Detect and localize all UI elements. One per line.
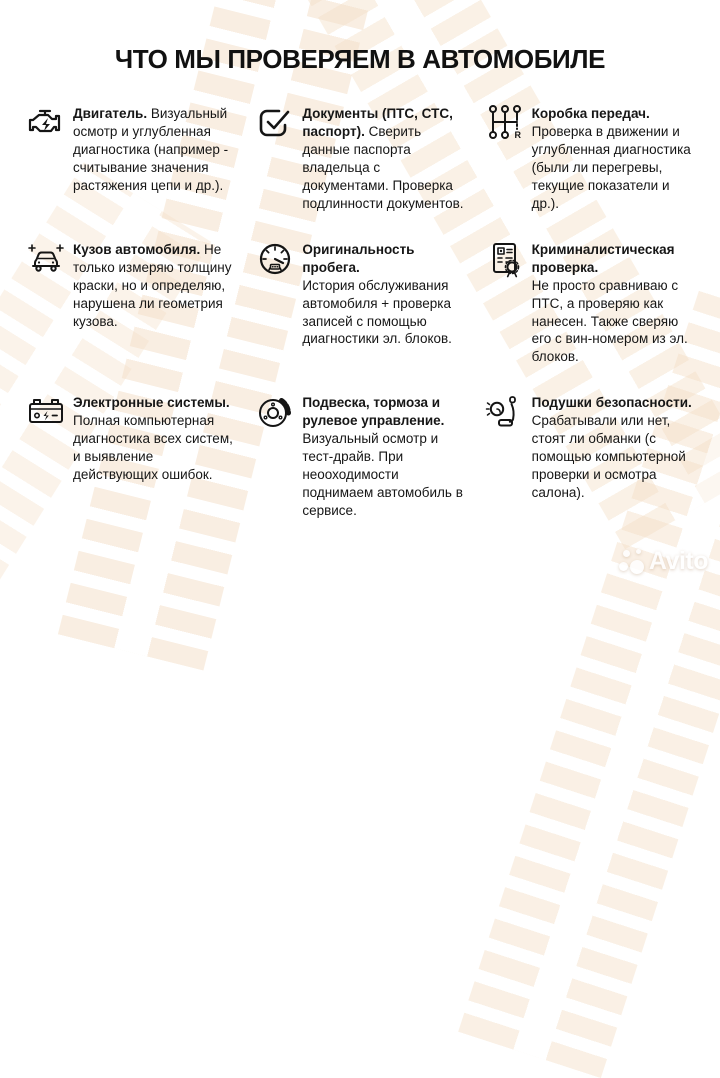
check-item-electronics: Электронные системы. Полная компьютерная… — [26, 394, 237, 520]
check-item-title: Документы (ПТС, СТС, паспорт). — [302, 106, 453, 139]
check-item-body: Срабатывали или нет, стоят ли обманки (с… — [531, 413, 686, 501]
check-item-car-body: Кузов автомобиля. Не только измеряю толщ… — [26, 241, 237, 367]
check-item-title: Коробка передач. — [531, 106, 650, 121]
check-item-title: Двигатель. — [73, 106, 148, 121]
check-item-title: Электронные системы. — [73, 395, 230, 411]
check-item-body: Не только измеряю толщину краски, но и о… — [73, 241, 232, 329]
check-item-forensic: Криминалистическая проверка. Не просто с… — [485, 241, 696, 367]
avito-logo-icon — [618, 548, 644, 575]
speedometer-icon — [255, 239, 295, 279]
check-item-body: Проверка в движении и углубленная диагно… — [531, 123, 691, 211]
gearbox-icon: R — [485, 103, 525, 143]
battery-icon — [26, 392, 66, 432]
check-item-suspension: Подвеска, тормоза и рулевое управление. … — [255, 394, 466, 520]
check-item-title: Подушки безопасности. — [531, 395, 692, 411]
check-item-text: Криминалистическая проверка. Не просто с… — [532, 241, 696, 367]
check-item-body: Не просто сравниваю с ПТС, а проверяю ка… — [531, 277, 688, 365]
check-item-gearbox: R Коробка передач. Проверка в движении и… — [485, 105, 696, 213]
check-item-text: Двигатель. Визуальный осмотр и углубленн… — [73, 105, 237, 195]
avito-watermark: Avito — [618, 547, 709, 576]
checks-grid: Двигатель. Визуальный осмотр и углубленн… — [26, 105, 696, 520]
document-check-icon — [255, 103, 295, 143]
check-item-body: Сверить данные паспорта владельца с доку… — [302, 123, 464, 211]
page-title: ЧТО МЫ ПРОВЕРЯЕМ В АВТОМОБИЛЕ — [114, 44, 606, 74]
avito-watermark-text: Avito — [648, 547, 709, 575]
check-item-text: Оригинальность пробега. История обслужив… — [302, 241, 466, 349]
check-item-title: Подвеска, тормоза и рулевое управление. — [302, 395, 445, 429]
engine-icon — [26, 103, 66, 143]
check-item-text: Кузов автомобиля. Не только измеряю толщ… — [73, 241, 237, 331]
check-item-engine: Двигатель. Визуальный осмотр и углубленн… — [26, 105, 237, 213]
check-item-body: Визуальный осмотр и углубленная диагност… — [73, 106, 229, 193]
check-item-title: Оригинальность пробега. — [302, 241, 415, 275]
check-item-documents: Документы (ПТС, СТС, паспорт). Сверить д… — [255, 105, 466, 213]
check-item-text: Подвеска, тормоза и рулевое управление. … — [302, 394, 466, 520]
check-item-text: Коробка передач. Проверка в движении и у… — [532, 105, 696, 213]
check-item-text: Документы (ПТС, СТС, паспорт). Сверить д… — [302, 105, 466, 213]
check-item-body: Визуальный осмотр и тест-драйв. При неоо… — [302, 431, 463, 519]
check-item-body: История обслуживания автомобиля + провер… — [302, 277, 452, 347]
check-item-text: Подушки безопасности. Срабатывали или не… — [532, 394, 696, 502]
check-item-mileage: Оригинальность пробега. История обслужив… — [255, 241, 466, 367]
check-item-title: Кузов автомобиля. — [73, 241, 201, 257]
gearbox-reverse-label: R — [514, 130, 521, 140]
brake-disc-icon — [255, 392, 295, 432]
check-item-airbags: Подушки безопасности. Срабатывали или не… — [485, 394, 696, 520]
check-item-title: Криминалистическая проверка. — [531, 241, 675, 275]
forensic-certificate-icon — [485, 239, 525, 279]
check-item-body: Полная компьютерная диагностика всех сис… — [73, 413, 233, 483]
check-item-text: Электронные системы. Полная компьютерная… — [73, 394, 237, 484]
car-body-icon — [26, 239, 66, 279]
airbag-seat-icon — [485, 392, 525, 432]
infographic-poster: ЧТО МЫ ПРОВЕРЯЕМ В АВТОМОБИЛЕ Двигатель.… — [0, 44, 720, 520]
